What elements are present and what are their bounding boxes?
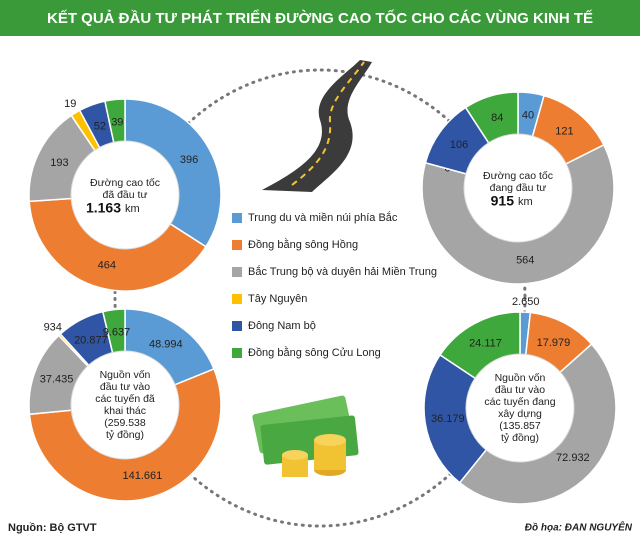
- donut-hole: [70, 140, 180, 250]
- center-text: các tuyến đã: [95, 393, 155, 405]
- center-text: đầu tư vào: [100, 381, 150, 393]
- title-banner: [0, 0, 640, 36]
- legend-label: Tây Nguyên: [248, 293, 307, 305]
- center-text: khai thác: [104, 405, 146, 417]
- value-label: 396: [180, 154, 198, 166]
- legend-swatch: [232, 321, 242, 331]
- center-text: đang đầu tư: [490, 182, 547, 194]
- legend-swatch: [232, 267, 242, 277]
- value-label: 564: [516, 255, 534, 267]
- center-text: đã đầu tư: [103, 189, 148, 201]
- value-label: 20.877: [74, 334, 108, 346]
- center-unit: km: [518, 196, 533, 208]
- value-label: 52: [94, 120, 106, 132]
- dotted-ring: [113, 68, 527, 528]
- donut-hole: [463, 133, 573, 243]
- center-text: Đường cao tốc: [483, 170, 553, 182]
- center-text: Nguồn vốn: [495, 372, 546, 384]
- credit: Đồ họa: ĐAN NGUYÊN: [525, 521, 633, 534]
- value-label: 84: [491, 112, 503, 124]
- title: KẾT QUẢ ĐẦU TƯ PHÁT TRIỂN ĐƯỜNG CAO TỐC …: [47, 9, 593, 27]
- center-text: tỷ đồng): [106, 429, 144, 441]
- center-unit: km: [125, 203, 140, 215]
- legend-label: Đồng bằng sông Hồng: [248, 238, 358, 251]
- legend-label: Trung du và miền núi phía Bắc: [248, 211, 398, 224]
- center-text: các tuyến đang: [484, 396, 555, 408]
- value-label: 72.932: [556, 452, 590, 464]
- money-icon: [252, 395, 359, 477]
- legend-swatch: [232, 213, 242, 223]
- value-label: 24.117: [469, 338, 502, 350]
- value-label: 39: [111, 116, 123, 128]
- legend-label: Đồng bằng sông Cửu Long: [248, 346, 381, 359]
- value-label: 2.650: [512, 296, 540, 308]
- legend-swatch: [232, 348, 242, 358]
- value-label: 106: [450, 139, 468, 151]
- center-text: (135.857: [499, 420, 541, 432]
- center-text: tỷ đồng): [501, 432, 539, 444]
- value-label: 40: [522, 110, 534, 122]
- road-icon: [262, 60, 372, 192]
- center-text: Đường cao tốc: [90, 177, 160, 189]
- center-text: (259.538: [104, 417, 146, 429]
- value-label: 141.661: [123, 470, 163, 482]
- value-label: 121: [555, 126, 573, 138]
- value-label: 464: [98, 260, 116, 272]
- value-label: 193: [50, 157, 68, 169]
- legend-label: Bắc Trung bộ và duyên hải Miền Trung: [248, 265, 437, 278]
- center-text: xây dựng: [498, 408, 542, 420]
- value-label: 48.994: [149, 338, 183, 350]
- source: Nguồn: Bộ GTVT: [8, 522, 97, 534]
- value-label: 37.435: [40, 373, 74, 385]
- center-value: 1.163: [86, 200, 121, 216]
- legend-label: Đông Nam bộ: [248, 320, 316, 332]
- center-text: Nguồn vốn: [100, 369, 151, 381]
- value-label: 9.637: [103, 326, 131, 338]
- donut-hole: [465, 353, 575, 463]
- value-label: 36.179: [431, 413, 465, 425]
- donut-hole: [70, 350, 180, 460]
- legend-swatch: [232, 294, 242, 304]
- value-label: 17.979: [537, 337, 571, 349]
- value-label: 19: [64, 98, 76, 110]
- value-label: 934: [44, 321, 62, 333]
- center-value: 915: [491, 193, 515, 209]
- center-text: đầu tư vào: [495, 384, 545, 396]
- legend-swatch: [232, 240, 242, 250]
